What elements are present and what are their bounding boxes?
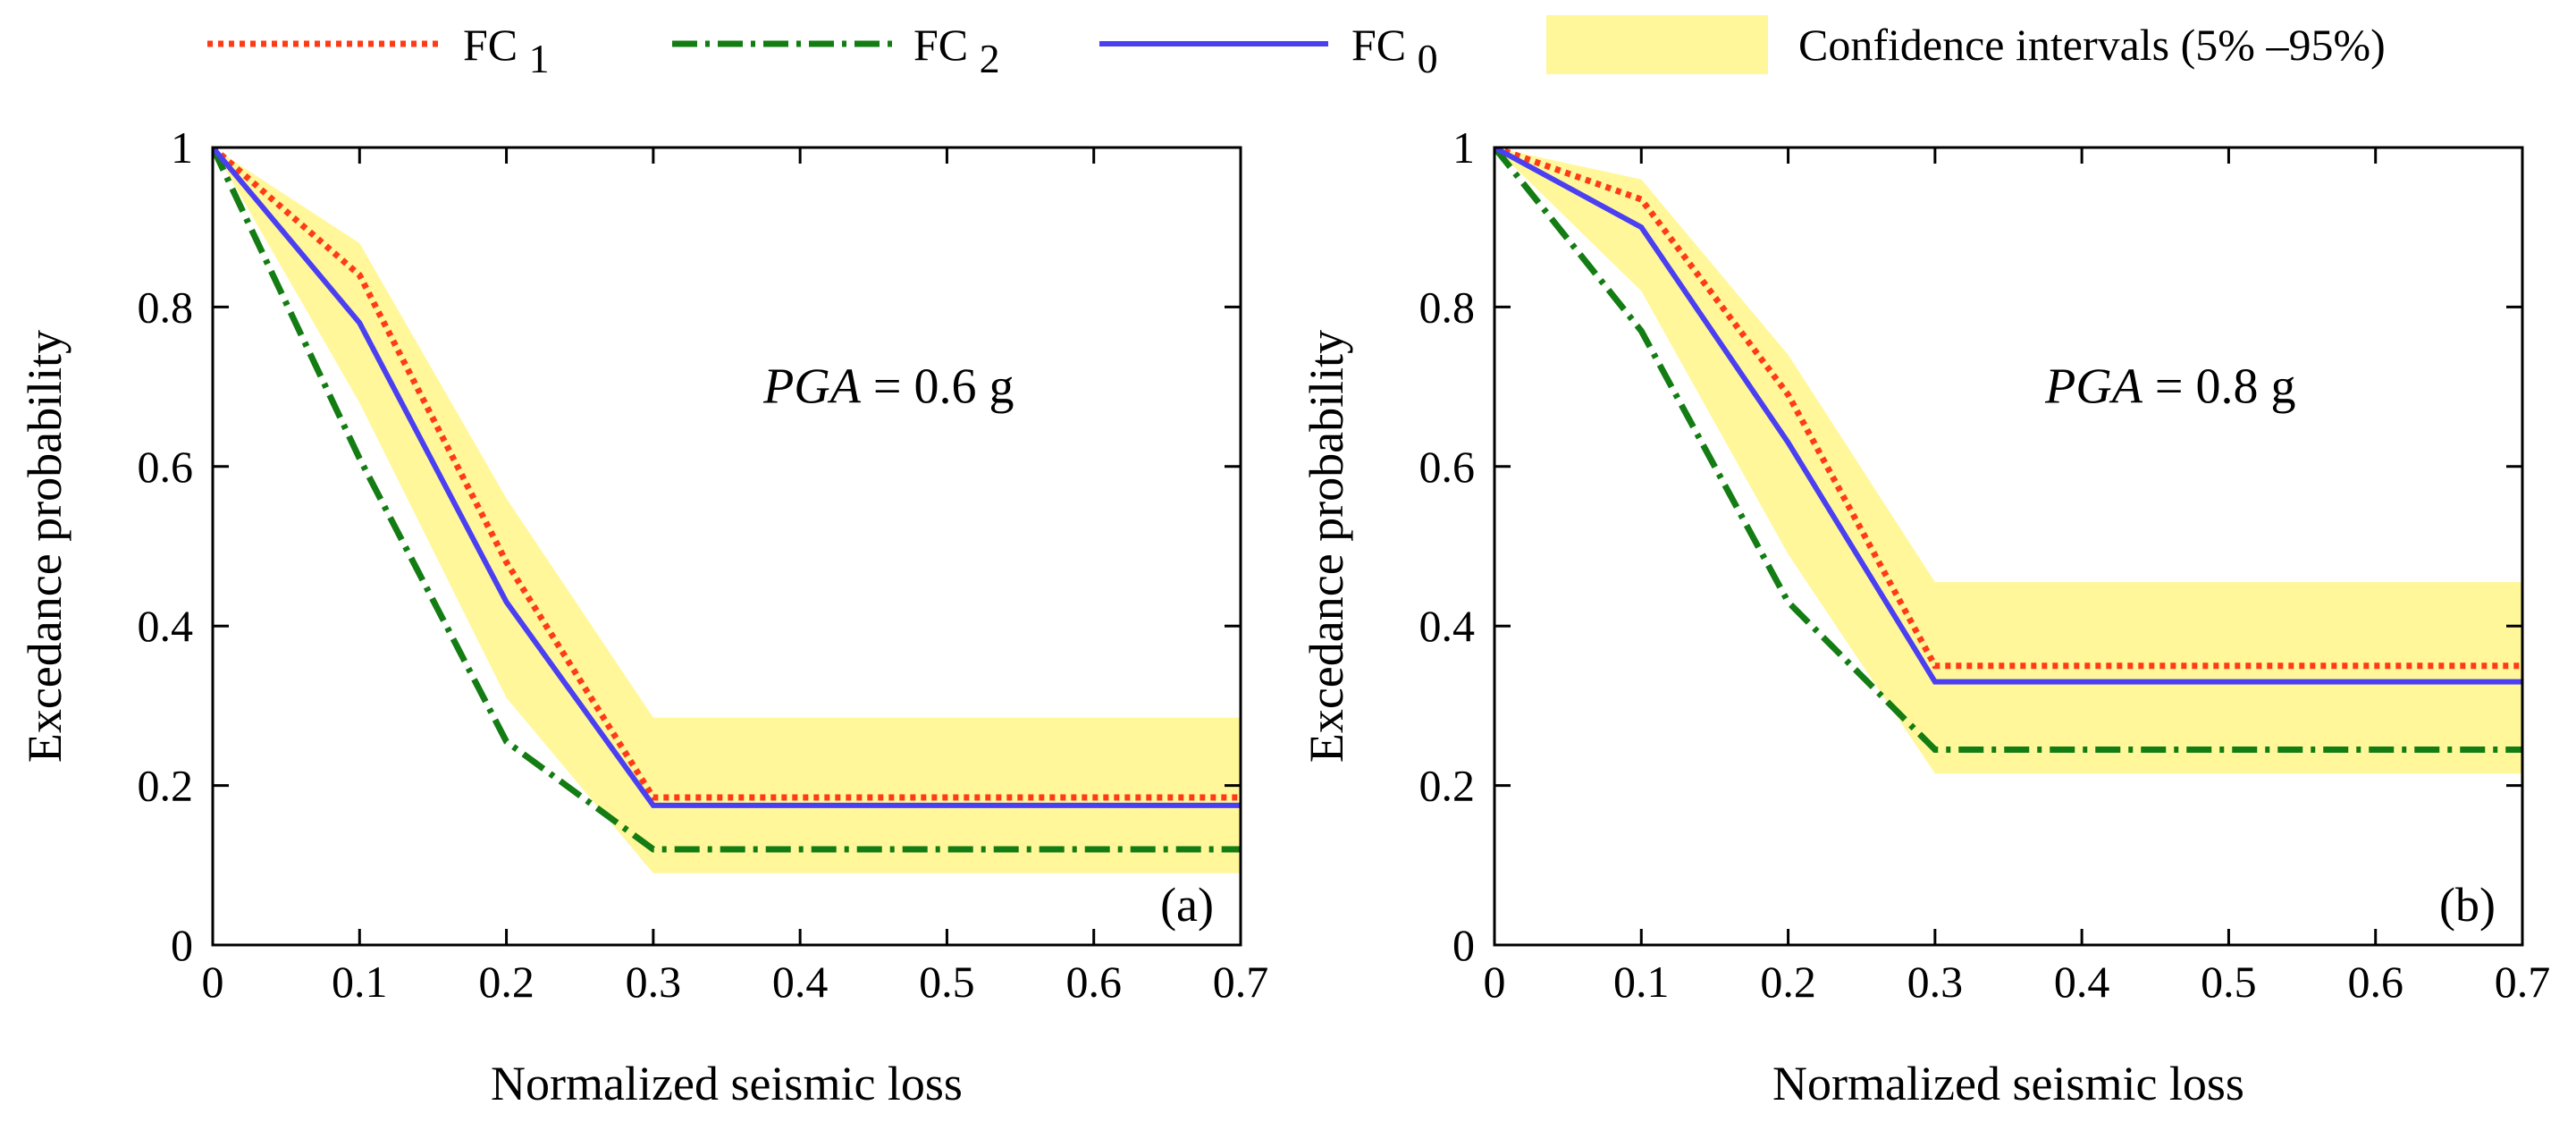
x-tick-label: 0.2 [478,957,535,1007]
panel-a: 0 0.1 0.2 0.3 0.4 0.5 0.6 0.7 0 0.2 0.4 0.6 0.8 1 Norm… [18,122,1268,1110]
y-tick-label: 0.2 [138,761,194,811]
confidence-band [213,148,1241,873]
x-tick-label: 0 [1484,957,1506,1007]
x-tick-label: 0.7 [1213,957,1269,1007]
series-line-fc2 [1494,148,2522,753]
y-axis-label: Excedance probability [1300,330,1353,763]
x-tick-label: 0.4 [772,957,829,1007]
x-tick-label: 0.6 [2347,957,2403,1007]
x-axis-label: Normalized seismic loss [1772,1057,2244,1110]
series-line-fc0 [1494,148,2522,685]
y-tick-label: 0.6 [138,442,194,492]
x-tick-label: 0.4 [2054,957,2110,1007]
panel-b: 0 0.1 0.2 0.3 0.4 0.5 0.6 0.7 0 0.2 0.4 0.6 0.8 1 Norm… [1300,122,2550,1110]
y-tick-label: 0.8 [1419,282,1476,332]
legend-label-fc0: FC 0 [1351,20,1438,81]
y-tick-label: 1 [171,122,193,173]
y-tick-label: 0.8 [138,282,194,332]
x-tick-label: 0.1 [332,957,388,1007]
confidence-band [1494,148,2522,774]
y-tick-label: 0.6 [1419,442,1476,492]
legend: FC 1 FC 2 FC 0 Confidence intervals (5% –95… [207,15,2386,81]
y-tick-label: 0.4 [1419,601,1476,651]
panel-label: (a) [1160,878,1214,932]
y-axis-label: Excedance probability [18,330,72,763]
x-tick-label: 0.1 [1613,957,1670,1007]
series-line-fc0 [213,148,1241,808]
y-tick-label: 0.2 [1419,761,1476,811]
x-tick-label: 0.2 [1760,957,1816,1007]
x-axis-label: Normalized seismic loss [491,1057,963,1110]
legend-label-confidence: Confidence intervals (5% –95%) [1798,20,2386,70]
series-line-fc1 [1494,148,2522,670]
x-tick-label: 0.5 [2201,957,2257,1007]
x-tick-label: 0.3 [626,957,682,1007]
pga-annotation: PGA = 0.6 g [762,359,1014,414]
y-tick-label: 1 [1452,122,1475,173]
x-tick-label: 0.6 [1065,957,1122,1007]
x-tick-label: 0.3 [1907,957,1964,1007]
legend-label-fc2: FC 2 [913,20,1000,81]
y-tick-label: 0 [1452,920,1475,970]
y-tick-label: 0 [171,920,193,970]
series-line-fc2 [213,148,1241,853]
legend-band-swatch [1546,15,1768,74]
plot-area [213,148,1241,873]
x-tick-label: 0 [202,957,224,1007]
pga-annotation: PGA = 0.8 g [2044,359,2295,414]
axes-frame [1493,146,2524,947]
x-tick-label: 0.7 [2495,957,2551,1007]
y-tick-label: 0.4 [138,601,194,651]
series-line-fc1 [213,148,1241,801]
panel-label: (b) [2439,878,2496,932]
plot-area [1494,148,2522,774]
axes-frame [211,146,1242,947]
x-tick-label: 0.5 [919,957,975,1007]
legend-label-fc1: FC 1 [463,20,550,81]
